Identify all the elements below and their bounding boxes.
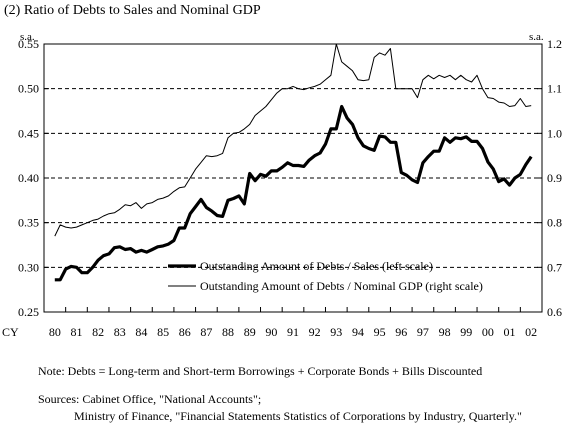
x-tick-label: 95 xyxy=(374,325,386,339)
legend-label: Outstanding Amount of Debts / Sales (lef… xyxy=(200,259,433,273)
left-tick-label: 0.55 xyxy=(18,37,39,51)
left-tick-label: 0.40 xyxy=(18,171,39,185)
x-tick-label: 81 xyxy=(70,325,82,339)
right-tick-label: 0.8 xyxy=(547,216,562,230)
left-tick-label: 0.35 xyxy=(18,216,39,230)
right-tick-label: 1.0 xyxy=(547,126,562,140)
left-tick-label: 0.30 xyxy=(18,260,39,274)
left-tick-label: 0.50 xyxy=(18,82,39,96)
x-tick-label: 85 xyxy=(157,325,169,339)
series-line-debts-to-sales xyxy=(54,104,533,282)
x-tick-label: 01 xyxy=(504,325,516,339)
x-tick-label: 83 xyxy=(114,325,126,339)
right-tick-label: 1.1 xyxy=(547,82,562,96)
x-tick-label: 00 xyxy=(482,325,494,339)
left-axis-unit: s.a. xyxy=(20,31,35,43)
x-tick-label: 96 xyxy=(395,325,407,339)
x-axis-label: CY xyxy=(2,325,19,339)
x-tick-label: 99 xyxy=(460,325,472,339)
x-tick-label: 87 xyxy=(200,325,212,339)
legend-label: Outstanding Amount of Debts / Nominal GD… xyxy=(200,279,483,293)
left-tick-label: 0.45 xyxy=(18,126,39,140)
x-tick-label: 98 xyxy=(439,325,451,339)
right-tick-label: 0.6 xyxy=(547,305,562,319)
x-tick-label: 84 xyxy=(135,325,147,339)
x-tick-label: 90 xyxy=(265,325,277,339)
x-tick-label: 02 xyxy=(525,325,537,339)
x-tick-label: 92 xyxy=(309,325,321,339)
x-tick-label: 80 xyxy=(49,325,61,339)
x-tick-label: 86 xyxy=(179,325,191,339)
right-tick-label: 0.9 xyxy=(547,171,562,185)
sources-line-1: Sources: Cabinet Office, "National Accou… xyxy=(38,392,262,406)
right-tick-label: 0.7 xyxy=(547,260,562,274)
chart-title: (2) Ratio of Debts to Sales and Nominal … xyxy=(4,3,261,18)
right-tick-label: 1.2 xyxy=(547,37,562,51)
x-tick-label: 89 xyxy=(244,325,256,339)
x-tick-label: 94 xyxy=(352,325,364,339)
series-line-debts-to-gdp xyxy=(54,43,532,237)
x-tick-label: 97 xyxy=(417,325,429,339)
note-text: Note: Debts = Long-term and Short-term B… xyxy=(38,364,483,378)
right-axis-unit: s.a. xyxy=(529,31,544,43)
left-tick-label: 0.25 xyxy=(18,305,39,319)
x-tick-label: 93 xyxy=(330,325,342,339)
sources-line-2: Ministry of Finance, "Financial Statemen… xyxy=(74,409,522,423)
x-tick-label: 88 xyxy=(222,325,234,339)
x-tick-label: 82 xyxy=(92,325,104,339)
x-tick-label: 91 xyxy=(287,325,299,339)
